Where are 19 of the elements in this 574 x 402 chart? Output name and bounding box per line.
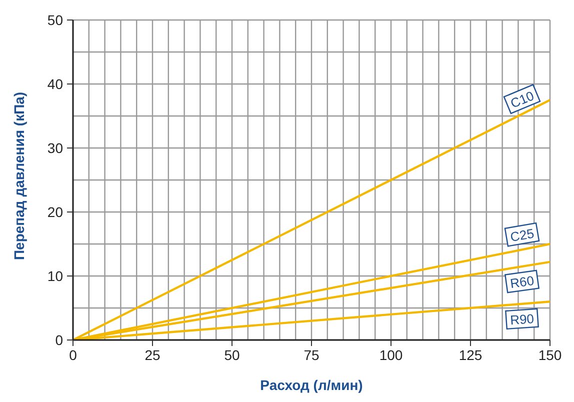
x-tick-label: 50 xyxy=(224,347,240,363)
y-tick-label: 50 xyxy=(47,12,64,28)
x-tick-label: 75 xyxy=(304,347,320,363)
y-tick-label: 40 xyxy=(47,76,64,92)
text: R60 xyxy=(509,272,535,292)
x-tick-label: 0 xyxy=(69,347,78,363)
x-tick-label: 150 xyxy=(538,347,562,363)
y-tick-label: 0 xyxy=(55,332,64,348)
y-tick-label: 30 xyxy=(47,140,64,156)
x-tick-label: 125 xyxy=(458,347,482,363)
y-tick-label: 10 xyxy=(47,268,64,284)
x-tick-label: 25 xyxy=(144,347,160,363)
y-axis-title: Перепад давления (кПа) xyxy=(10,92,27,260)
series-label: R90 xyxy=(510,311,534,328)
text: C10 xyxy=(508,88,536,112)
x-tick-label: 100 xyxy=(379,347,403,363)
text: C25 xyxy=(509,226,536,245)
x-axis-title: Расход (л/мин) xyxy=(260,377,363,393)
y-tick-label: 20 xyxy=(47,204,64,220)
